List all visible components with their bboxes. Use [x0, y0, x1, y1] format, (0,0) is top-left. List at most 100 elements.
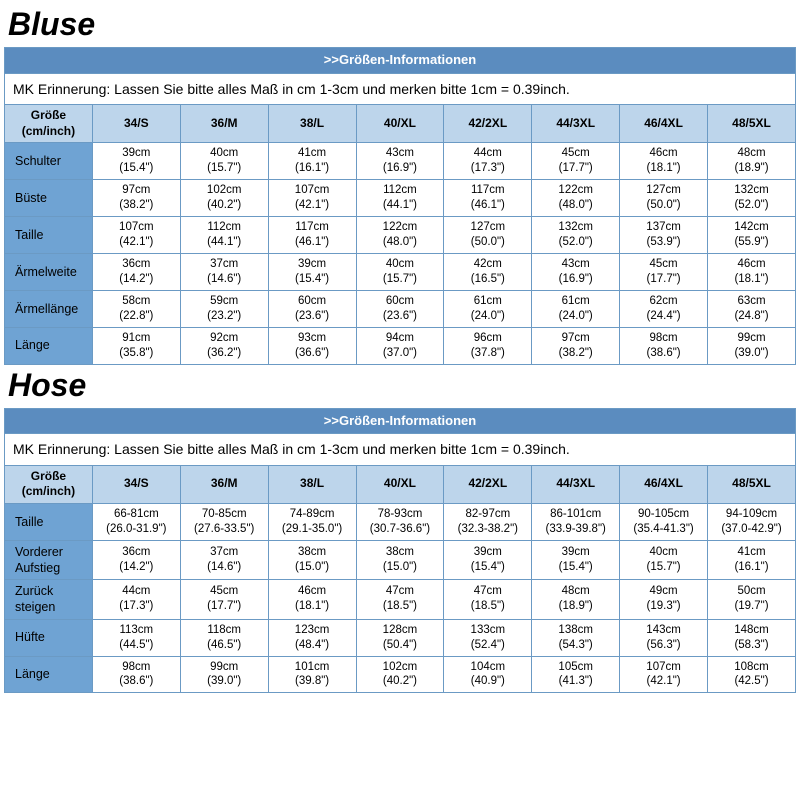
cm-value: 42cm — [446, 257, 529, 272]
cm-value: 37cm — [183, 545, 266, 560]
inch-value: (15.4") — [534, 560, 617, 575]
cm-value: 127cm — [622, 183, 705, 198]
inch-value: (19.3") — [622, 599, 705, 614]
column-header: 40/XL — [356, 465, 444, 503]
data-cell: 44cm(17.3") — [444, 143, 532, 180]
cm-value: 143cm — [622, 623, 705, 638]
cm-value: 60cm — [359, 294, 442, 309]
data-cell: 37cm(14.6") — [180, 540, 268, 580]
cm-value: 61cm — [534, 294, 617, 309]
inch-value: (38.2") — [534, 346, 617, 361]
cm-value: 118cm — [183, 623, 266, 638]
column-header: Größe (cm/inch) — [5, 465, 93, 503]
inch-value: (50.0") — [446, 235, 529, 250]
column-header: 48/5XL — [708, 465, 796, 503]
inch-value: (15.4") — [446, 560, 529, 575]
data-cell: 50cm(19.7") — [708, 580, 796, 620]
data-cell: 63cm(24.8") — [708, 290, 796, 327]
cm-value: 90-105cm — [622, 507, 705, 522]
data-cell: 102cm(40.2") — [356, 656, 444, 693]
cm-value: 93cm — [271, 331, 354, 346]
table-row: Länge91cm(35.8")92cm(36.2")93cm(36.6")94… — [5, 327, 796, 364]
cm-value: 86-101cm — [534, 507, 617, 522]
inch-value: (44.1") — [359, 198, 442, 213]
inch-value: (15.4") — [271, 272, 354, 287]
cm-value: 74-89cm — [271, 507, 354, 522]
inch-value: (23.2") — [183, 309, 266, 324]
inch-value: (15.0") — [271, 560, 354, 575]
inch-value: (52.4") — [446, 638, 529, 653]
data-cell: 127cm(50.0") — [620, 180, 708, 217]
cm-value: 41cm — [710, 545, 793, 560]
table-banner: >>Größen-Informationen — [5, 408, 796, 434]
data-cell: 132cm(52.0") — [532, 217, 620, 254]
data-cell: 142cm(55.9") — [708, 217, 796, 254]
inch-value: (40.9") — [446, 674, 529, 689]
data-cell: 104cm(40.9") — [444, 656, 532, 693]
cm-value: 59cm — [183, 294, 266, 309]
data-cell: 46cm(18.1") — [620, 143, 708, 180]
inch-value: (18.9") — [710, 161, 793, 176]
inch-value: (14.2") — [95, 560, 178, 575]
data-cell: 70-85cm(27.6-33.5") — [180, 503, 268, 540]
data-cell: 132cm(52.0") — [708, 180, 796, 217]
table-row: Hüfte113cm(44.5")118cm(46.5")123cm(48.4"… — [5, 619, 796, 656]
cm-value: 117cm — [446, 183, 529, 198]
cm-value: 39cm — [95, 146, 178, 161]
data-cell: 112cm(44.1") — [180, 217, 268, 254]
inch-value: (18.5") — [446, 599, 529, 614]
inch-value: (38.2") — [95, 198, 178, 213]
data-cell: 96cm(37.8") — [444, 327, 532, 364]
inch-value: (18.1") — [271, 599, 354, 614]
cm-value: 132cm — [534, 220, 617, 235]
cm-value: 37cm — [183, 257, 266, 272]
column-header: 46/4XL — [620, 465, 708, 503]
row-label: Vorderer Aufstieg — [5, 540, 93, 580]
data-cell: 61cm(24.0") — [532, 290, 620, 327]
inch-value: (22.8") — [95, 309, 178, 324]
cm-value: 41cm — [271, 146, 354, 161]
inch-value: (39.0") — [183, 674, 266, 689]
size-table: >>Größen-InformationenMK Erinnerung: Las… — [4, 47, 796, 365]
cm-value: 48cm — [534, 584, 617, 599]
inch-value: (48.0") — [359, 235, 442, 250]
inch-value: (29.1-35.0") — [271, 522, 354, 537]
table-row: Ärmellänge58cm(22.8")59cm(23.2")60cm(23.… — [5, 290, 796, 327]
data-cell: 40cm(15.7") — [180, 143, 268, 180]
data-cell: 42cm(16.5") — [444, 253, 532, 290]
inch-value: (48.4") — [271, 638, 354, 653]
data-cell: 99cm(39.0") — [708, 327, 796, 364]
inch-value: (30.7-36.6") — [359, 522, 442, 537]
inch-value: (15.0") — [359, 560, 442, 575]
cm-value: 122cm — [359, 220, 442, 235]
inch-value: (40.2") — [359, 674, 442, 689]
inch-value: (56.3") — [622, 638, 705, 653]
cm-value: 58cm — [95, 294, 178, 309]
data-cell: 40cm(15.7") — [620, 540, 708, 580]
data-cell: 128cm(50.4") — [356, 619, 444, 656]
inch-value: (37.0-42.9") — [710, 522, 793, 537]
cm-value: 127cm — [446, 220, 529, 235]
data-cell: 138cm(54.3") — [532, 619, 620, 656]
cm-value: 82-97cm — [446, 507, 529, 522]
column-header: 38/L — [268, 105, 356, 143]
table-row: Zurück steigen44cm(17.3")45cm(17.7")46cm… — [5, 580, 796, 620]
inch-value: (40.2") — [183, 198, 266, 213]
data-cell: 97cm(38.2") — [92, 180, 180, 217]
row-label: Büste — [5, 180, 93, 217]
row-label: Hüfte — [5, 619, 93, 656]
cm-value: 36cm — [95, 257, 178, 272]
data-cell: 38cm(15.0") — [356, 540, 444, 580]
inch-value: (23.6") — [359, 309, 442, 324]
data-cell: 98cm(38.6") — [92, 656, 180, 693]
cm-value: 47cm — [359, 584, 442, 599]
cm-value: 102cm — [183, 183, 266, 198]
cm-value: 142cm — [710, 220, 793, 235]
inch-value: (17.7") — [534, 161, 617, 176]
column-header: 36/M — [180, 105, 268, 143]
cm-value: 39cm — [446, 545, 529, 560]
cm-value: 38cm — [271, 545, 354, 560]
table-row: Länge98cm(38.6")99cm(39.0")101cm(39.8")1… — [5, 656, 796, 693]
data-cell: 59cm(23.2") — [180, 290, 268, 327]
cm-value: 97cm — [534, 331, 617, 346]
